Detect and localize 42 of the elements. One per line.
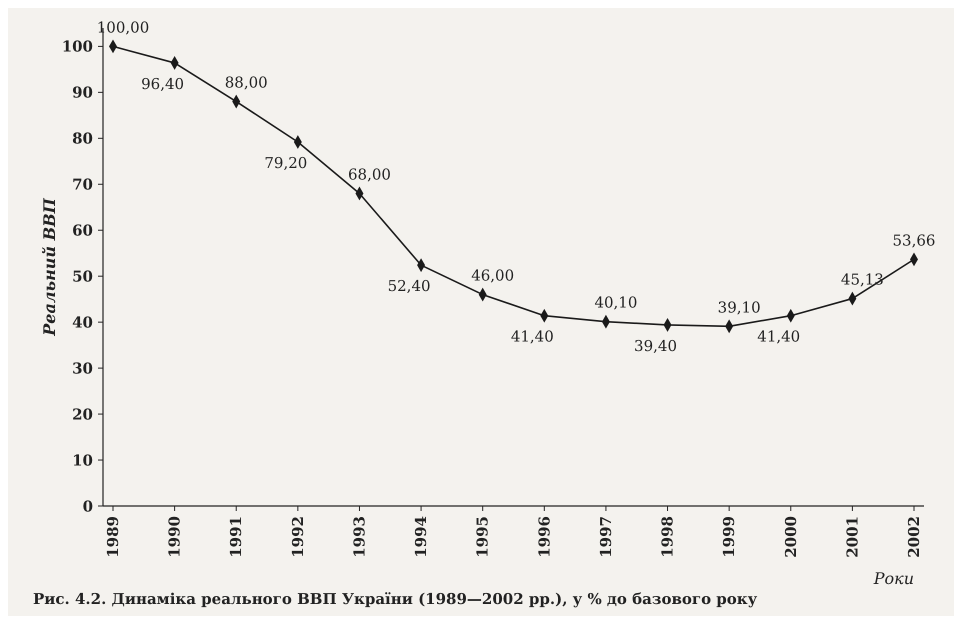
x-tick-label: 1997 <box>596 516 615 558</box>
y-tick-label: 30 <box>72 359 93 378</box>
data-label: 45,13 <box>840 270 884 289</box>
x-tick-label: 1994 <box>412 516 430 558</box>
x-tick-label: 1996 <box>535 516 554 558</box>
x-tick-label: 1989 <box>104 516 122 558</box>
x-axis-title: Роки <box>872 569 914 588</box>
y-axis-title: Реальний ВВП <box>40 197 59 337</box>
y-tick-label: 20 <box>72 405 93 424</box>
x-tick-label: 2002 <box>905 516 923 558</box>
y-tick-label: 70 <box>72 176 93 194</box>
data-label: 41,40 <box>510 328 554 346</box>
text: Рис. 4.2. Динаміка реального ВВП України (1989—2002 рр.), у % до базового року <box>33 590 758 608</box>
data-label: 68,00 <box>348 165 391 184</box>
data-label: 100,00 <box>96 18 150 36</box>
y-tick-label: 60 <box>72 221 93 240</box>
y-tick-label: 90 <box>72 84 93 102</box>
data-label: 52,40 <box>388 277 431 296</box>
data-label: 53,66 <box>892 231 936 250</box>
x-tick-label: 1999 <box>720 516 738 558</box>
data-label: 88,00 <box>224 74 268 92</box>
x-tick-label: 1998 <box>658 516 677 558</box>
data-label: 40,10 <box>594 294 638 312</box>
y-tick-label: 80 <box>72 130 93 148</box>
x-tick-label: 1995 <box>474 516 492 558</box>
y-tick-label: 50 <box>72 267 93 286</box>
data-label: 39,40 <box>634 336 678 355</box>
y-tick-label: 40 <box>72 313 93 332</box>
x-tick-label: 1993 <box>350 516 368 558</box>
x-tick-label: 1992 <box>288 516 307 558</box>
x-tick-label: 2001 <box>843 516 862 558</box>
y-tick-label: 0 <box>82 497 93 516</box>
y-tick-label: 100 <box>62 38 93 56</box>
x-tick-label: 1990 <box>166 516 184 558</box>
y-tick-label: 10 <box>72 451 93 470</box>
x-tick-label: 1991 <box>227 516 246 558</box>
x-tick-label: 2000 <box>782 516 800 558</box>
data-label: 96,40 <box>141 74 184 93</box>
data-label: 46,00 <box>471 266 514 285</box>
data-label: 41,40 <box>757 328 800 346</box>
data-label: 79,20 <box>264 154 308 172</box>
data-label: 39,10 <box>718 298 761 316</box>
